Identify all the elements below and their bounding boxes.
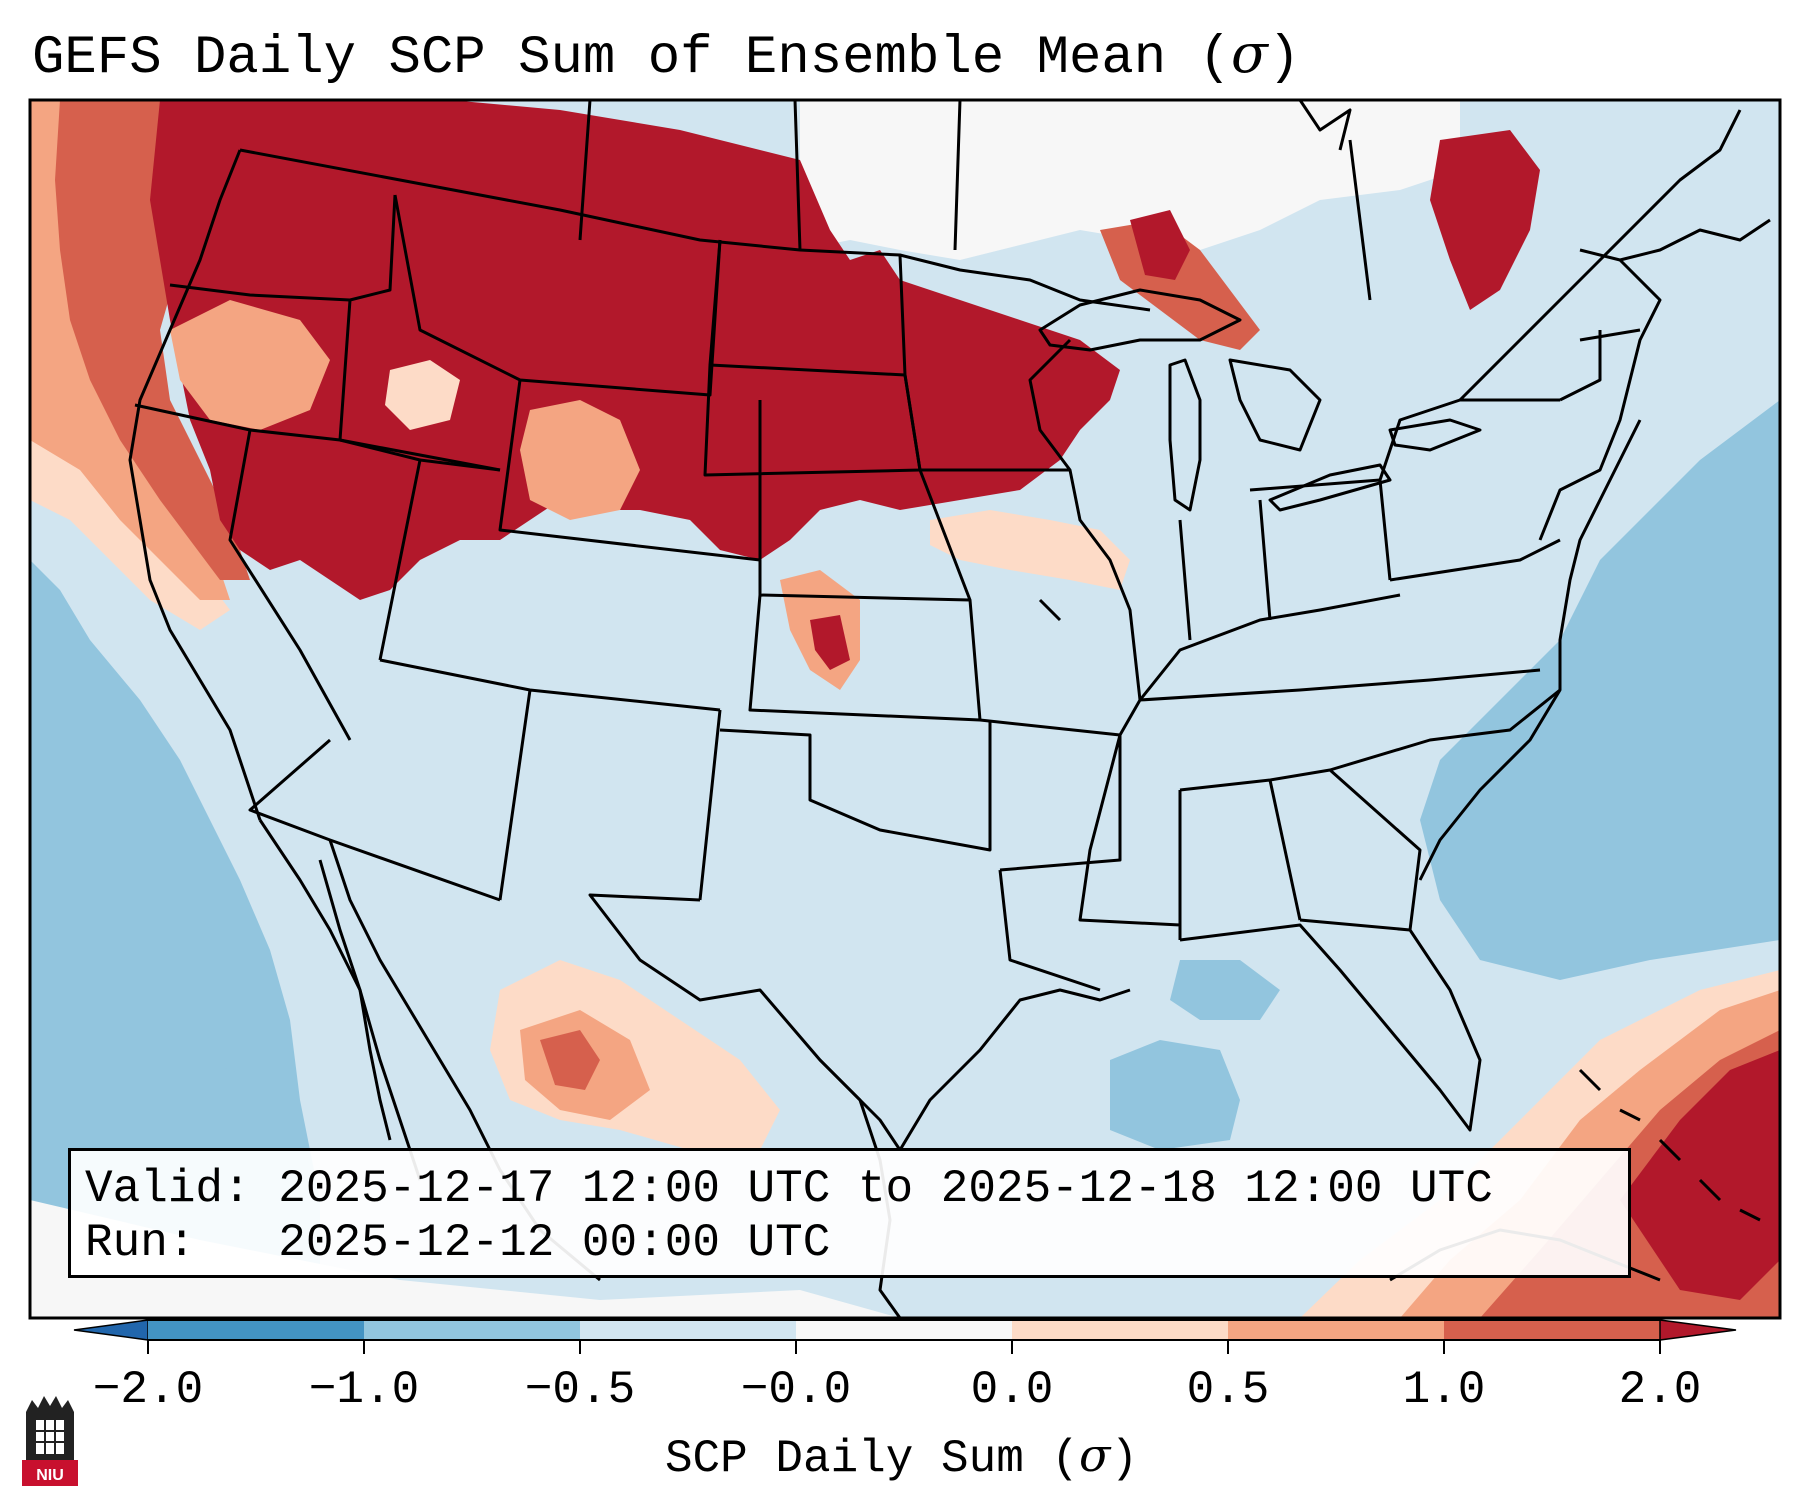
niu-logo-text: NIU: [36, 1467, 64, 1484]
appalachian-borders: [1118, 593, 1561, 772]
light-positive-oregon: [170, 300, 330, 430]
colorbar-tick-label: 0.5: [1186, 1364, 1270, 1416]
run-value: 2025-12-12 00:00 UTC: [278, 1217, 831, 1269]
neutral-south-region: [30, 1200, 900, 1318]
faint-positive-idaho: [385, 360, 460, 430]
midwest-borders: [1038, 469, 1392, 701]
us-west-coast: [128, 149, 262, 821]
info-box: Valid: 2025-12-17 12:00 UTC to 2025-12-1…: [68, 1148, 1631, 1278]
texas-gulf-coast: [898, 988, 1131, 1151]
oklahoma-texas-border: [588, 720, 992, 1151]
map-frame: [28, 98, 1782, 1320]
valid-value: 2025-12-17 12:00 UTC to 2025-12-18 12:00…: [278, 1163, 1493, 1215]
chart-title: GEFS Daily SCP Sum of Ensemble Mean (σ): [32, 22, 1301, 89]
northeast-borders: [1378, 248, 1662, 582]
colorbar-bin: [1444, 1320, 1660, 1340]
colorbar-tick-label: 1.0: [1402, 1364, 1486, 1416]
lake-michigan: [1168, 358, 1202, 512]
strong-positive-mexico: [540, 1030, 600, 1090]
hudson-bay-coast: [1298, 100, 1352, 151]
colorbar-bin: [148, 1320, 364, 1340]
wa-or-border: [169, 283, 351, 302]
lake-superior: [1038, 288, 1242, 352]
us-canada-border: [239, 148, 1151, 312]
gulf-negative-region-2: [1170, 960, 1280, 1020]
idaho-border: [338, 194, 501, 472]
atlantic-negative-region: [1420, 400, 1780, 980]
very-strong-positive-caribbean: [1620, 1050, 1780, 1300]
canada-interior-border: [578, 100, 1372, 301]
gulf-negative-region: [1110, 1040, 1240, 1150]
neutral-north-region: [800, 100, 1460, 260]
map-field: [30, 100, 1780, 1318]
run-line: Run: 2025-12-12 00:00 UTC: [85, 1217, 830, 1269]
faint-positive-iowa-illinois: [930, 510, 1130, 590]
bahamas-outline: [1578, 1068, 1761, 1222]
southeast-borders: [1179, 768, 1482, 1132]
az-ca-border: [248, 738, 501, 902]
baja-peninsula: [318, 859, 392, 1141]
valid-label: Valid:: [85, 1163, 251, 1215]
colorbar-bin: [580, 1320, 796, 1340]
colorbar-sigma: σ: [1079, 1428, 1111, 1482]
colorbar-tick-label: −2.0: [92, 1364, 204, 1416]
wyoming-border: [498, 379, 762, 562]
run-label: Run:: [85, 1217, 196, 1269]
colorbar-bin: [1228, 1320, 1444, 1340]
colorbar-tick-label: 0.0: [970, 1364, 1054, 1416]
colorbar-tick-label: −0.5: [524, 1364, 636, 1416]
niu-logo: NIU: [22, 1396, 78, 1486]
strong-positive-ontario: [1130, 210, 1190, 280]
light-positive-utah-colorado: [520, 400, 640, 520]
colorbar: [73, 1319, 1737, 1354]
sigma-symbol: σ: [1231, 22, 1268, 85]
colorbar-bin: [796, 1320, 1012, 1340]
nebraska-kansas-border: [748, 469, 982, 722]
minnesota-iowa-border: [903, 338, 1072, 472]
colorbar-bin: [364, 1320, 580, 1340]
lake-huron: [1228, 358, 1322, 452]
strong-positive-quebec: [1430, 130, 1540, 310]
strong-positive-kansas-spot: [810, 615, 850, 670]
canada-east-coastline: [1458, 109, 1771, 402]
colorbar-extend-high: [1659, 1319, 1737, 1341]
colorbar-label: SCP Daily Sum (σ): [664, 1428, 1139, 1485]
colorbar-tick-label: 2.0: [1618, 1364, 1702, 1416]
colorbar-tick-label: −0.0: [740, 1364, 852, 1416]
valid-line: Valid: 2025-12-17 12:00 UTC to 2025-12-1…: [85, 1163, 1493, 1215]
positive-pnw-coast: [55, 100, 250, 580]
lake-ontario: [1388, 418, 1482, 452]
colorbar-bin: [1012, 1320, 1228, 1340]
south-central-borders: [979, 718, 1182, 992]
colorbar-outline: [148, 1319, 1660, 1341]
us-east-coast: [1418, 419, 1642, 881]
four-corners-borders: [379, 458, 722, 901]
colorbar-extend-low: [73, 1319, 149, 1341]
nv-ca-border: [228, 429, 352, 741]
colorbar-tick-label: −1.0: [308, 1364, 420, 1416]
lake-erie: [1268, 463, 1392, 512]
